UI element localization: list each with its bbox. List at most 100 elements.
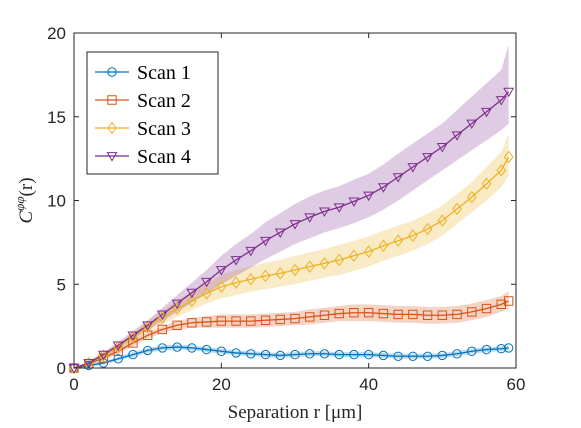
scan-1-line <box>73 346 509 369</box>
scan-2-point <box>363 308 374 318</box>
scan-3-point <box>363 245 374 258</box>
legend: Scan 1 Scan 2 Scan 3 Scan 4 <box>86 51 219 175</box>
scan-3-point <box>466 190 477 204</box>
scan-1-point <box>408 351 418 361</box>
scan-2-point <box>422 310 433 320</box>
legend-entry-scan-4: Scan 4 <box>95 146 191 168</box>
legend-marker <box>107 67 117 77</box>
scan-1-point <box>246 349 256 359</box>
scan-4-point <box>260 236 272 247</box>
scan-1-point <box>128 349 138 360</box>
scan-3-point <box>201 287 212 300</box>
scan-2-line <box>73 300 509 369</box>
axis-ticks <box>73 32 517 369</box>
scan-3-band <box>74 133 509 368</box>
scan-2-point <box>334 308 344 319</box>
scan-1-point <box>290 349 300 360</box>
scan-2-point <box>157 324 168 335</box>
scan-1-point <box>201 344 212 355</box>
scan-3-point <box>275 267 286 280</box>
legend-marker <box>106 152 118 162</box>
scan-4-point <box>422 153 434 163</box>
scan-1-point <box>503 343 514 353</box>
scan-1-point <box>437 350 448 361</box>
axis-tick-labels: 0 20 40 60 0 5 10 15 20 Separation r [μm] Cφφ(r) <box>12 24 525 423</box>
scan-4-point <box>215 266 227 276</box>
scan-4-point <box>142 321 154 331</box>
scan-3-point <box>290 263 300 277</box>
scan-4-point <box>304 213 316 223</box>
scan-3-point <box>304 260 315 273</box>
scan-4-band <box>74 44 509 368</box>
scan-4-point <box>289 220 301 230</box>
scan-4-point <box>451 131 463 141</box>
scan-4-point <box>377 183 389 193</box>
scan-2-point <box>216 316 227 326</box>
scan-2-point <box>503 296 514 306</box>
scan-2-point <box>408 309 418 320</box>
scan-4-point <box>318 207 330 218</box>
series-lines <box>73 91 510 369</box>
scan-2-point <box>496 299 506 310</box>
scan-3-point <box>216 280 227 294</box>
x-axis-title: Separation r [μm] <box>228 402 363 423</box>
scan-4-line <box>73 91 510 369</box>
scan-2-point <box>246 316 256 326</box>
scan-2-point <box>349 308 359 318</box>
scan-2-point <box>260 315 271 325</box>
scan-4-point <box>112 341 124 352</box>
legend-label: Scan 3 <box>137 118 191 140</box>
scan-2-point <box>305 312 315 322</box>
scan-3-point <box>157 311 168 325</box>
scan-1-point <box>481 344 492 355</box>
scan-4-point <box>407 163 419 173</box>
scan-1-point <box>334 349 344 360</box>
scan-3-point <box>496 164 507 177</box>
x-tick-label: 60 <box>507 375 526 394</box>
scan-4-point <box>156 310 168 321</box>
scan-4-point <box>274 228 286 238</box>
scan-3-point <box>172 302 182 315</box>
scan-1-point <box>275 350 285 361</box>
legend-marker <box>107 121 117 135</box>
scan-1-point <box>260 349 271 360</box>
scan-4-point <box>83 359 95 369</box>
scan-4-point <box>481 107 493 118</box>
scan-1-point <box>172 342 182 352</box>
scan-2-point <box>172 320 182 330</box>
legend-label: Scan 4 <box>137 146 191 168</box>
legend-entry-scan-1: Scan 1 <box>95 62 191 84</box>
scan-3-point <box>408 229 418 242</box>
scan-3-point <box>393 234 403 247</box>
scan-1-point <box>187 343 197 353</box>
scan-4-point <box>503 87 515 98</box>
x-tick-label: 0 <box>69 375 78 394</box>
scan-3-point <box>231 276 241 289</box>
legend-marker <box>107 95 117 105</box>
scan-2-point <box>128 338 138 348</box>
scan-4-point <box>392 173 404 183</box>
scan-4-point <box>333 203 345 213</box>
scan-4-point <box>230 256 242 266</box>
scan-2-point <box>393 309 403 320</box>
scan-4-point <box>171 299 183 310</box>
scan-3-point <box>503 150 514 164</box>
x-tick-label: 40 <box>359 375 378 394</box>
scan-1-point <box>422 351 433 361</box>
legend-entry-scan-2: Scan 2 <box>95 90 191 112</box>
scan-3-point <box>437 214 448 227</box>
scan-2-point <box>201 317 212 327</box>
scan-1-point <box>142 345 153 356</box>
scan-1-point <box>378 350 389 361</box>
scan-1-point <box>393 351 403 361</box>
scan-3-line <box>73 156 510 369</box>
scan-1-point <box>157 343 168 353</box>
y-axis-title: Cφφ(r) <box>12 177 37 223</box>
legend-label: Scan 2 <box>137 90 191 112</box>
scan-4-point <box>495 96 507 106</box>
scan-1-point <box>496 344 506 354</box>
scan-4-point <box>186 288 198 299</box>
y-axis-title-group: Cφφ(r) <box>12 177 37 223</box>
scan-1-point <box>363 349 374 360</box>
